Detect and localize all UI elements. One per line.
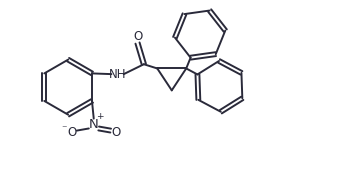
Text: N: N (89, 118, 99, 132)
Text: NH: NH (109, 68, 126, 81)
Text: O: O (133, 30, 142, 43)
Text: O: O (111, 126, 120, 139)
Text: ⁻: ⁻ (61, 124, 66, 134)
Text: O: O (67, 126, 76, 139)
Text: +: + (96, 112, 104, 121)
